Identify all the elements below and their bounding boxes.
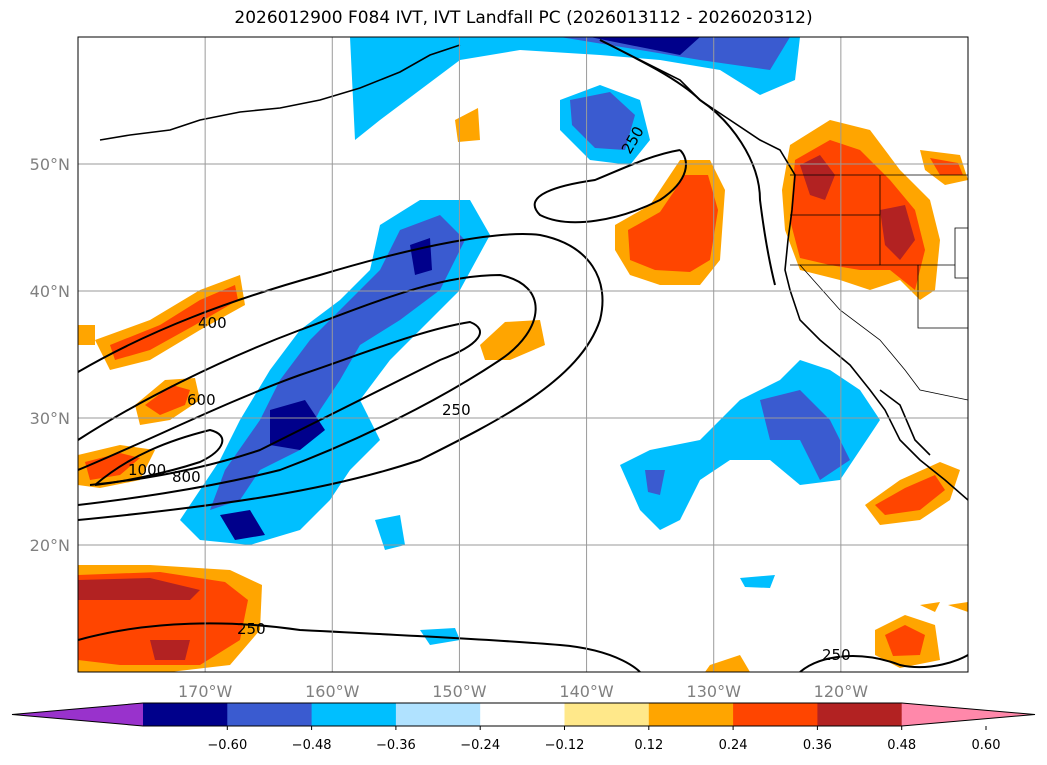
colorbar-segment [817,703,903,726]
state-borders [790,174,968,401]
latitude-label: 20°N [30,536,70,555]
pc-positive-field [78,108,968,672]
map-frame [77,36,969,673]
latitude-labels: 50°N 40°N 30°N 20°N [30,155,70,555]
contour-label-400: 400 [198,314,227,332]
colorbar-segment [564,703,650,726]
colorbar-tick-label: −0.12 [545,738,585,753]
contour-label-1000: 1000 [128,461,166,479]
longitude-label: 150°W [432,682,487,701]
colorbar-tick-label: 0.24 [719,738,748,753]
colorbar-tick-label: 0.12 [634,738,663,753]
gridlines [78,37,968,672]
latitude-label: 50°N [30,155,70,174]
colorbar-segment [395,703,481,726]
longitude-label: 140°W [559,682,614,701]
contour-label-250-b: 250 [237,620,266,638]
ivt-contours [78,39,968,672]
longitude-label: 160°W [305,682,360,701]
colorbar-tick-label: −0.36 [376,738,416,753]
colorbar-extend-high [901,703,1035,726]
colorbar-segment [480,703,565,726]
contour-label-800: 800 [172,468,201,486]
longitude-label: 120°W [814,682,869,701]
contour-label-250-a: 250 [442,401,471,419]
figure-title: 2026012900 F084 IVT, IVT Landfall PC (20… [234,8,813,28]
contour-label-250-c: 250 [822,646,851,664]
contour-label-600: 600 [187,391,216,409]
longitude-label: 170°W [178,682,233,701]
colorbar-tick-label: 0.48 [887,738,916,753]
colorbar-segment [227,703,313,726]
colorbar-segment [311,703,397,726]
colorbar-segment [143,703,228,726]
colorbar-tick-label: −0.60 [207,738,247,753]
latitude-label: 40°N [30,282,70,301]
colorbar-segment [733,703,818,726]
colorbar-segment [648,703,734,726]
colorbar-outline [11,702,1036,727]
colorbar-tick-label: −0.24 [460,738,500,753]
map-area: 400 600 1000 800 250 250 250 250 [78,37,968,672]
latitude-label: 30°N [30,409,70,428]
colorbar-tick-label: 0.60 [972,738,1001,753]
colorbar-tick-label: −0.48 [292,738,332,753]
colorbar: −0.60 −0.48 −0.36 −0.24 −0.12 0.12 0.24 0.36 0.4… [11,702,1036,753]
colorbar-tick-label: 0.36 [803,738,832,753]
colorbar-extend-low [12,703,143,726]
longitude-label: 130°W [687,682,742,701]
longitude-labels: 170°W 160°W 150°W 140°W 130°W 120°W [178,682,868,701]
